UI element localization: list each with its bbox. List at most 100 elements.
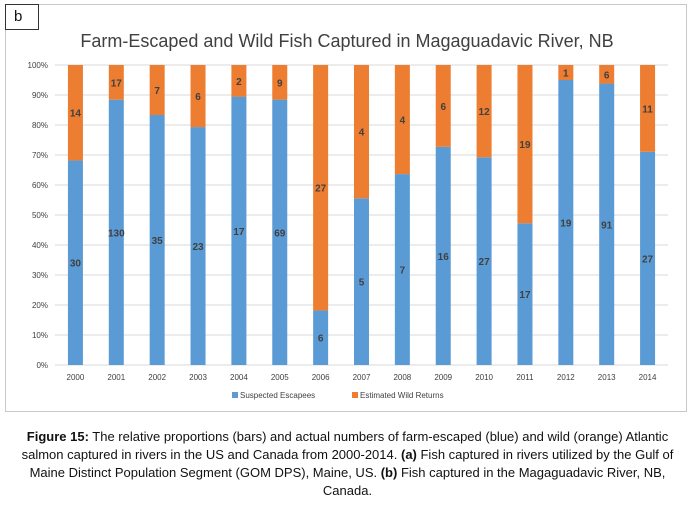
- panel-label: b: [5, 4, 39, 30]
- chart-title: Farm-Escaped and Wild Fish Captured in M…: [80, 31, 613, 51]
- bar-estimated-wild-returns: [394, 65, 410, 175]
- data-label-estimated-wild-returns: 7: [154, 86, 160, 97]
- data-label-estimated-wild-returns: 14: [70, 109, 82, 120]
- bar-estimated-wild-returns: [190, 65, 206, 128]
- data-label-estimated-wild-returns: 11: [642, 104, 653, 115]
- y-tick-label: 10%: [32, 331, 48, 340]
- caption-text-1: The relative proportions (bars) and actu…: [21, 429, 669, 462]
- x-tick-label: 2007: [353, 373, 371, 382]
- y-tick-label: 20%: [32, 301, 48, 310]
- bar-estimated-wild-returns: [599, 65, 615, 84]
- bar-estimated-wild-returns: [517, 65, 533, 224]
- data-label-estimated-wild-returns: 9: [277, 78, 283, 89]
- data-label-suspected-escapees: 91: [601, 220, 613, 231]
- x-tick-label: 2008: [393, 373, 411, 382]
- data-label-estimated-wild-returns: 19: [519, 140, 531, 151]
- x-tick-label: 2013: [598, 373, 616, 382]
- bar-estimated-wild-returns: [313, 65, 329, 311]
- bar-estimated-wild-returns: [354, 65, 369, 199]
- bar-suspected-escapees: [108, 99, 124, 365]
- caption-label-b: (b): [380, 465, 398, 480]
- y-tick-label: 70%: [32, 151, 48, 160]
- x-tick-label: 2014: [639, 373, 657, 382]
- bar-estimated-wild-returns: [640, 65, 656, 152]
- bar-suspected-escapees: [517, 223, 533, 365]
- bar-estimated-wild-returns: [272, 65, 288, 100]
- x-tick-label: 2012: [557, 373, 575, 382]
- data-label-suspected-escapees: 30: [70, 259, 82, 270]
- data-label-suspected-escapees: 17: [233, 227, 245, 238]
- data-label-estimated-wild-returns: 27: [315, 184, 327, 195]
- data-label-suspected-escapees: 17: [519, 290, 531, 301]
- x-tick-label: 2005: [271, 373, 289, 382]
- bar-suspected-escapees: [354, 198, 369, 365]
- bar-estimated-wild-returns: [67, 65, 83, 161]
- y-tick-label: 100%: [28, 61, 48, 70]
- data-label-estimated-wild-returns: 1: [563, 69, 569, 80]
- data-label-suspected-escapees: 19: [560, 219, 572, 230]
- bar-suspected-escapees: [67, 160, 83, 365]
- x-tick-label: 2006: [312, 373, 330, 382]
- data-label-estimated-wild-returns: 6: [195, 92, 201, 103]
- legend-swatch: [352, 392, 358, 398]
- y-tick-label: 0%: [36, 361, 48, 370]
- data-label-estimated-wild-returns: 4: [359, 128, 365, 139]
- bar-estimated-wild-returns: [435, 65, 451, 147]
- bar-suspected-escapees: [599, 83, 615, 365]
- chart: Farm-Escaped and Wild Fish Captured in M…: [28, 31, 668, 400]
- data-label-suspected-escapees: 35: [152, 236, 164, 247]
- y-tick-label: 90%: [32, 91, 48, 100]
- bar-suspected-escapees: [394, 174, 410, 365]
- bar-suspected-escapees: [435, 146, 451, 365]
- bar-suspected-escapees: [190, 127, 206, 365]
- data-label-estimated-wild-returns: 6: [604, 70, 610, 81]
- data-label-suspected-escapees: 6: [318, 334, 324, 345]
- y-tick-label: 40%: [32, 241, 48, 250]
- bar-estimated-wild-returns: [558, 65, 574, 80]
- caption-figure-label: Figure 15:: [26, 429, 89, 444]
- x-tick-label: 2003: [189, 373, 207, 382]
- data-label-estimated-wild-returns: 2: [236, 77, 242, 88]
- bar-suspected-escapees: [272, 99, 288, 365]
- data-label-suspected-escapees: 130: [108, 228, 125, 239]
- bar-suspected-escapees: [476, 157, 492, 365]
- bar-suspected-escapees: [149, 115, 165, 365]
- x-tick-label: 2009: [434, 373, 452, 382]
- x-tick-label: 2001: [107, 373, 125, 382]
- y-tick-label: 80%: [32, 121, 48, 130]
- y-tick-label: 30%: [32, 271, 48, 280]
- x-tick-label: 2000: [67, 373, 85, 382]
- bar-suspected-escapees: [558, 80, 574, 365]
- data-label-estimated-wild-returns: 12: [479, 107, 491, 118]
- data-label-estimated-wild-returns: 6: [440, 102, 446, 113]
- bar-suspected-escapees: [640, 151, 656, 365]
- bar-suspected-escapees: [313, 310, 329, 365]
- legend-label: Estimated Wild Returns: [360, 391, 444, 400]
- x-tick-label: 2002: [148, 373, 166, 382]
- data-label-suspected-escapees: 7: [400, 266, 406, 277]
- bar-estimated-wild-returns: [149, 65, 165, 115]
- caption-text-2: Fish captured in rivers utilized by the …: [29, 447, 674, 480]
- data-label-suspected-escapees: 5: [359, 278, 365, 289]
- data-label-suspected-escapees: 27: [642, 254, 654, 265]
- data-label-estimated-wild-returns: 17: [111, 78, 123, 89]
- x-tick-label: 2004: [230, 373, 248, 382]
- legend-swatch: [232, 392, 238, 398]
- data-label-estimated-wild-returns: 4: [400, 116, 406, 127]
- data-label-suspected-escapees: 69: [274, 228, 286, 239]
- legend-label: Suspected Escapees: [240, 391, 315, 400]
- x-tick-label: 2010: [475, 373, 493, 382]
- bar-suspected-escapees: [231, 96, 247, 365]
- data-label-suspected-escapees: 23: [192, 242, 204, 253]
- caption-text-3: Fish captured in the Magaguadavic River,…: [322, 465, 666, 498]
- data-label-suspected-escapees: 16: [438, 252, 450, 263]
- figure-caption: Figure 15: The relative proportions (bar…: [20, 428, 675, 500]
- bar-estimated-wild-returns: [231, 65, 247, 97]
- bar-estimated-wild-returns: [476, 65, 492, 158]
- y-tick-label: 60%: [32, 181, 48, 190]
- x-tick-label: 2011: [516, 373, 534, 382]
- bar-estimated-wild-returns: [108, 65, 124, 100]
- caption-label-a: (a): [400, 447, 417, 462]
- y-tick-label: 50%: [32, 211, 48, 220]
- data-label-suspected-escapees: 27: [479, 257, 491, 268]
